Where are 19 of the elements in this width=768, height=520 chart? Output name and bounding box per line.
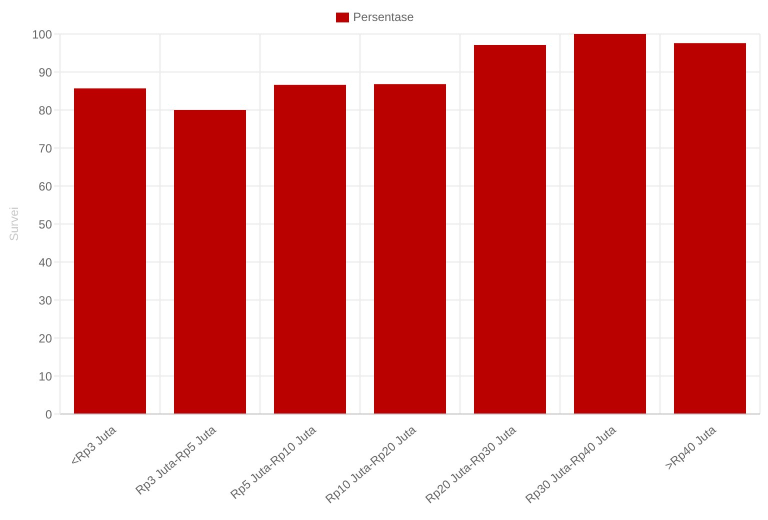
y-tick-label: 70 — [38, 141, 52, 156]
bar — [674, 43, 746, 414]
y-tick-label: 0 — [45, 407, 52, 422]
bar — [274, 84, 346, 414]
bar — [374, 84, 446, 414]
y-tick-label: 40 — [38, 255, 52, 270]
bar — [574, 34, 646, 414]
y-tick-label: 50 — [38, 217, 52, 232]
y-tick-label: 10 — [38, 369, 52, 384]
bar — [474, 45, 546, 414]
y-tick-label: 60 — [38, 179, 52, 194]
y-tick-label: 30 — [38, 293, 52, 308]
y-tick-label: 80 — [38, 103, 52, 118]
legend-label: Persentase — [353, 10, 414, 24]
bar — [174, 110, 246, 414]
y-tick-label: 90 — [38, 65, 52, 80]
y-tick-label: 100 — [32, 27, 52, 42]
y-tick-label: 20 — [38, 331, 52, 346]
bar — [74, 88, 146, 414]
